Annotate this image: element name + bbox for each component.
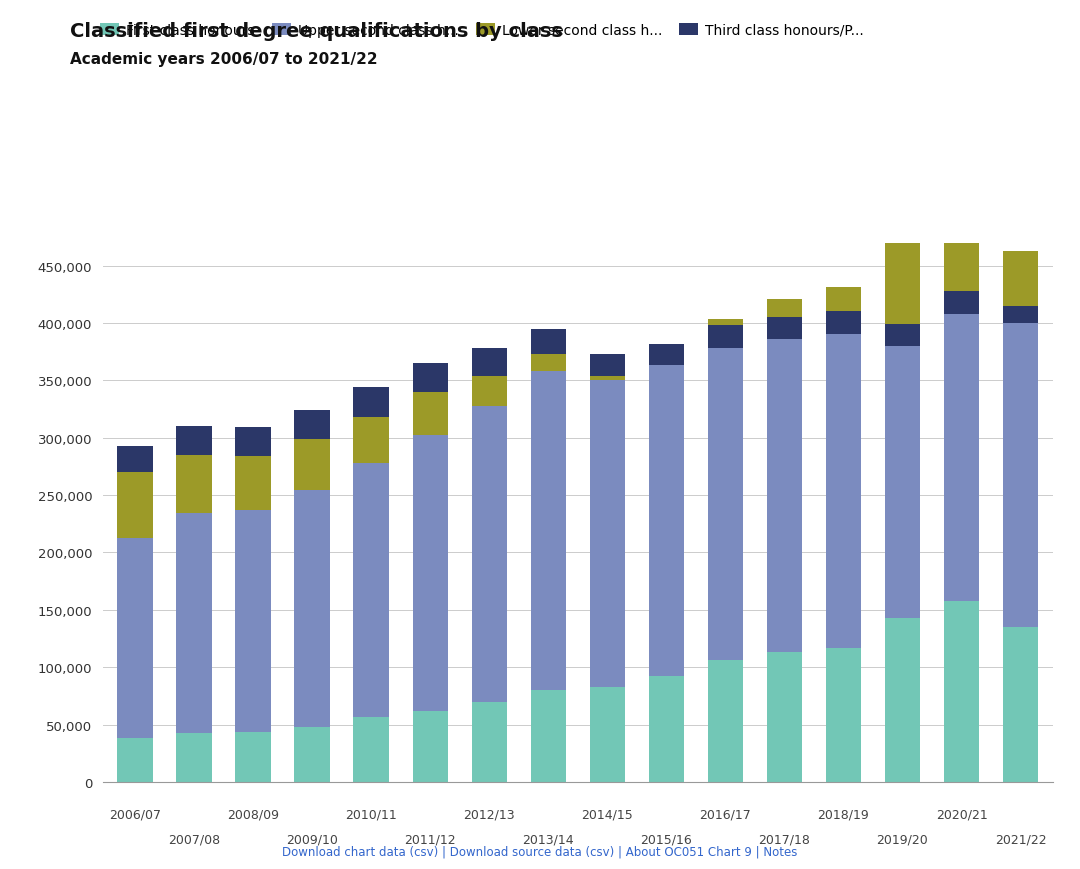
Bar (944, 601, 980, 782)
Bar (295, 727, 329, 782)
Bar (707, 326, 743, 348)
Bar (118, 473, 152, 538)
Text: Classified first degree qualifications by class: Classified first degree qualifications b… (70, 22, 563, 41)
Bar (235, 510, 271, 732)
Text: 2011/12: 2011/12 (404, 833, 456, 846)
Text: 2010/11: 2010/11 (346, 807, 397, 820)
Bar (472, 376, 507, 406)
Bar (826, 288, 861, 648)
Bar (590, 355, 625, 376)
Text: 2013/14: 2013/14 (523, 833, 575, 846)
Text: 2007/08: 2007/08 (168, 833, 220, 846)
Bar (649, 344, 684, 366)
Text: 2021/22: 2021/22 (995, 833, 1047, 846)
Text: 2006/07: 2006/07 (109, 807, 161, 820)
Bar (413, 364, 448, 392)
Bar (707, 320, 743, 660)
Bar (1003, 307, 1038, 323)
Bar (295, 491, 329, 727)
Bar (649, 677, 684, 782)
Bar (472, 406, 507, 702)
Text: 2008/09: 2008/09 (227, 807, 279, 820)
Text: 2017/18: 2017/18 (758, 833, 810, 846)
Bar (707, 320, 743, 348)
Bar (530, 355, 566, 372)
Text: 2012/13: 2012/13 (463, 807, 515, 820)
Bar (767, 318, 802, 340)
Bar (885, 240, 920, 347)
Text: 2020/21: 2020/21 (935, 807, 987, 820)
Bar (649, 355, 684, 677)
Bar (413, 436, 448, 711)
Bar (1003, 251, 1038, 323)
Bar (707, 660, 743, 782)
Bar (472, 348, 507, 376)
Bar (118, 446, 152, 473)
Bar (353, 463, 389, 717)
Bar (767, 300, 802, 340)
Bar (353, 388, 389, 418)
Bar (885, 325, 920, 347)
Bar (295, 440, 329, 491)
Text: 2009/10: 2009/10 (286, 833, 338, 846)
Text: 2015/16: 2015/16 (640, 833, 692, 846)
Bar (413, 392, 448, 436)
Bar (295, 411, 329, 440)
Bar (530, 372, 566, 690)
Bar (1003, 251, 1038, 627)
Bar (353, 418, 389, 463)
Bar (118, 538, 152, 739)
Bar (1003, 627, 1038, 782)
Text: Download chart data (csv) | Download source data (csv) | About OC051 Chart 9 | N: Download chart data (csv) | Download sou… (282, 845, 798, 858)
Bar (885, 618, 920, 782)
Bar (944, 291, 980, 315)
Bar (767, 653, 802, 782)
Bar (530, 690, 566, 782)
Text: 2016/17: 2016/17 (700, 807, 752, 820)
Bar (885, 240, 920, 618)
Bar (590, 381, 625, 687)
Bar (472, 702, 507, 782)
Text: Academic years 2006/07 to 2021/22: Academic years 2006/07 to 2021/22 (70, 52, 378, 67)
Bar (826, 648, 861, 782)
Text: 2019/20: 2019/20 (877, 833, 929, 846)
Bar (176, 455, 212, 514)
Bar (530, 329, 566, 355)
Bar (176, 733, 212, 782)
Bar (176, 427, 212, 455)
Bar (235, 456, 271, 510)
Bar (826, 312, 861, 335)
Legend: First class honours, Upper second class h..., Lower second class h..., Third cla: First class honours, Upper second class … (100, 24, 864, 38)
Text: 2018/19: 2018/19 (818, 807, 869, 820)
Bar (176, 514, 212, 733)
Bar (118, 739, 152, 782)
Bar (944, 196, 980, 315)
Bar (590, 687, 625, 782)
Bar (413, 711, 448, 782)
Text: 2014/15: 2014/15 (581, 807, 633, 820)
Bar (944, 196, 980, 601)
Bar (826, 288, 861, 335)
Bar (235, 428, 271, 456)
Bar (235, 732, 271, 782)
Bar (590, 376, 625, 381)
Bar (767, 300, 802, 653)
Bar (649, 355, 684, 366)
Bar (353, 717, 389, 782)
